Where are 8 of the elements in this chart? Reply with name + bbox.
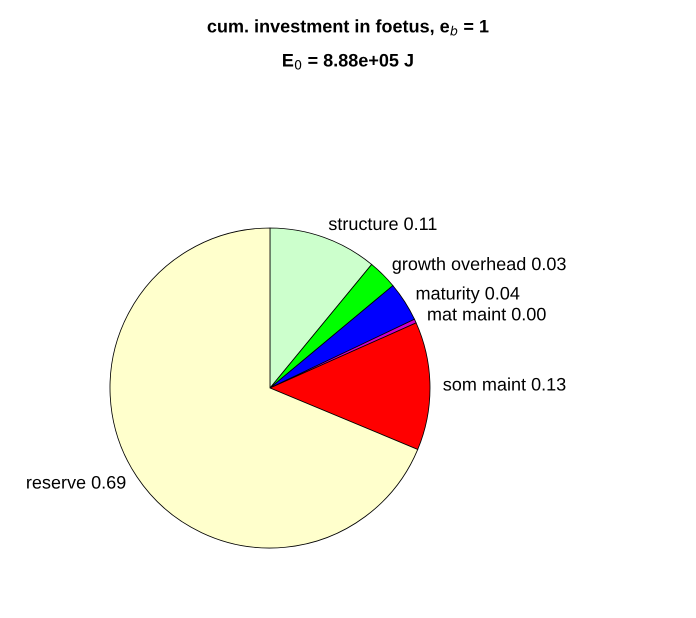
slice-label: growth overhead 0.03	[392, 257, 566, 274]
slice-label: som maint 0.13	[443, 377, 566, 391]
slice-label: maturity 0.04	[416, 286, 520, 304]
chart-title: cum. investment in foetus, e$_{b}$ = 1	[208, 19, 488, 36]
slice-label: structure 0.11	[328, 217, 436, 230]
slice-label: mat maint 0.00	[428, 307, 546, 321]
chart-subtitle: E$_{0}$ = 8.88e+05 J	[283, 54, 413, 70]
slice-label: reserve 0.69	[27, 476, 126, 489]
